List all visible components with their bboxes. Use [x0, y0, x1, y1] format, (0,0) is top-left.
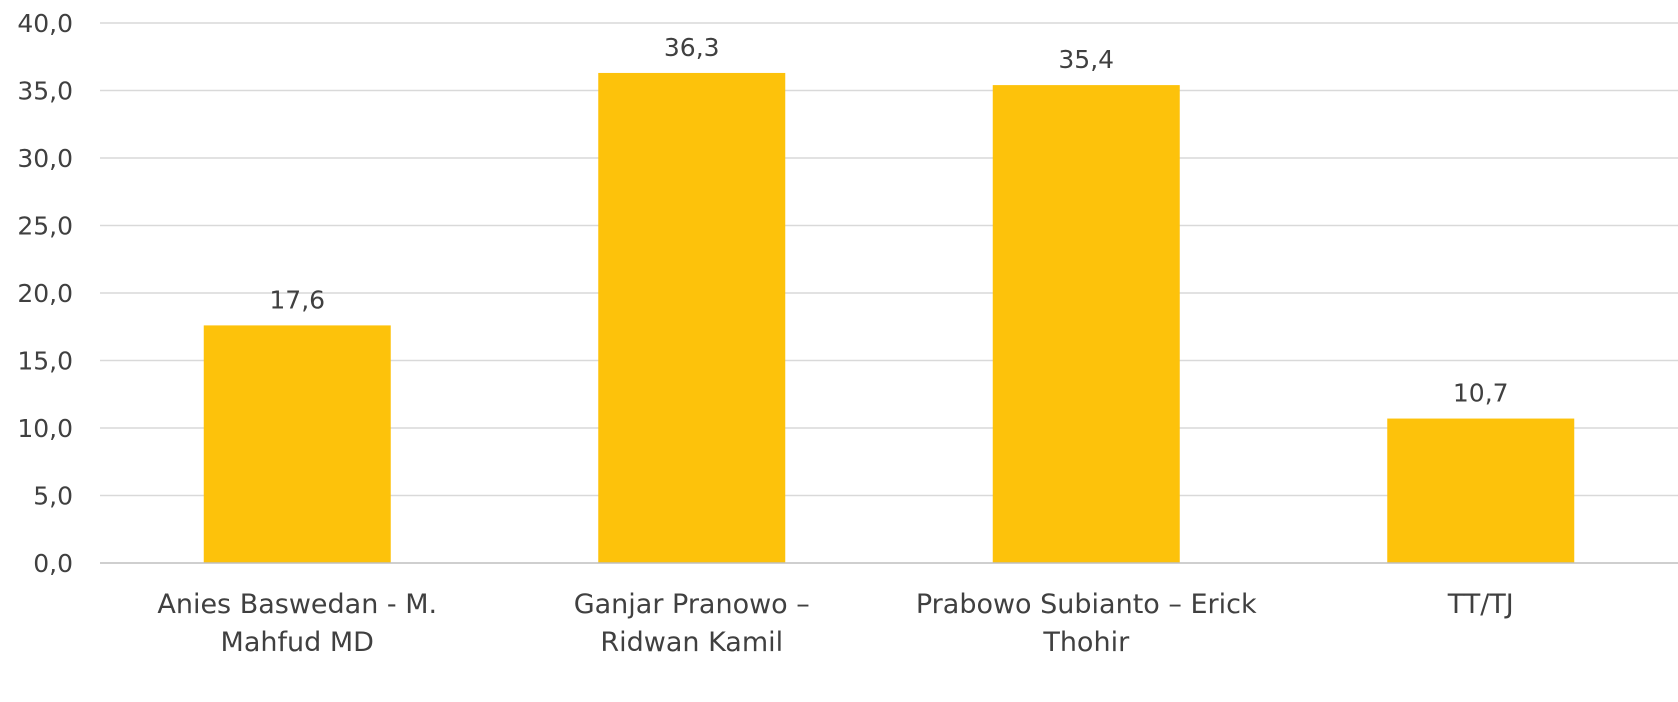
y-tick-label: 30,0: [17, 144, 73, 173]
y-tick-label: 25,0: [17, 212, 73, 241]
data-labels: 17,6 36,3 35,4 10,7: [269, 33, 1508, 408]
bar: [1387, 418, 1575, 563]
x-tick-label: TT/TJ: [1447, 589, 1514, 620]
y-tick-label: 10,0: [17, 414, 73, 443]
bars: [203, 72, 1575, 563]
data-label: 35,4: [1058, 45, 1114, 74]
bar: [203, 325, 391, 563]
y-tick-label: 0,0: [33, 549, 73, 578]
x-tick-label: Prabowo Subianto – Erick: [916, 589, 1257, 620]
x-tick-label: Ganjar Pranowo –: [574, 589, 810, 620]
data-label: 17,6: [269, 285, 325, 314]
y-tick-label: 5,0: [33, 482, 73, 511]
y-tick-label: 15,0: [17, 347, 73, 376]
data-label: 36,3: [664, 33, 720, 62]
x-tick-label: Mahfud MD: [221, 627, 374, 658]
x-tick-label: Thohir: [1042, 627, 1130, 658]
bar: [992, 85, 1180, 563]
x-axis-category-labels: Anies Baswedan - M. Mahfud MD Ganjar Prano…: [157, 589, 1513, 658]
y-tick-label: 35,0: [17, 77, 73, 106]
y-tick-label: 40,0: [17, 9, 73, 38]
data-label: 10,7: [1453, 379, 1509, 408]
y-axis-tick-labels: 0,0 5,0 10,0 15,0 20,0 25,0 30,0 35,0 40,0: [17, 9, 73, 578]
bar: [598, 72, 786, 563]
x-tick-label: Anies Baswedan - M.: [157, 589, 437, 620]
y-tick-label: 20,0: [17, 279, 73, 308]
x-tick-label: Ridwan Kamil: [600, 627, 783, 658]
